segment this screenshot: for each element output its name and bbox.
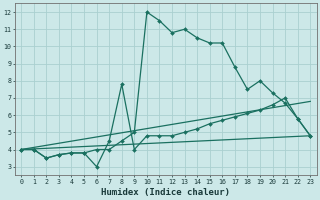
X-axis label: Humidex (Indice chaleur): Humidex (Indice chaleur) xyxy=(101,188,230,197)
